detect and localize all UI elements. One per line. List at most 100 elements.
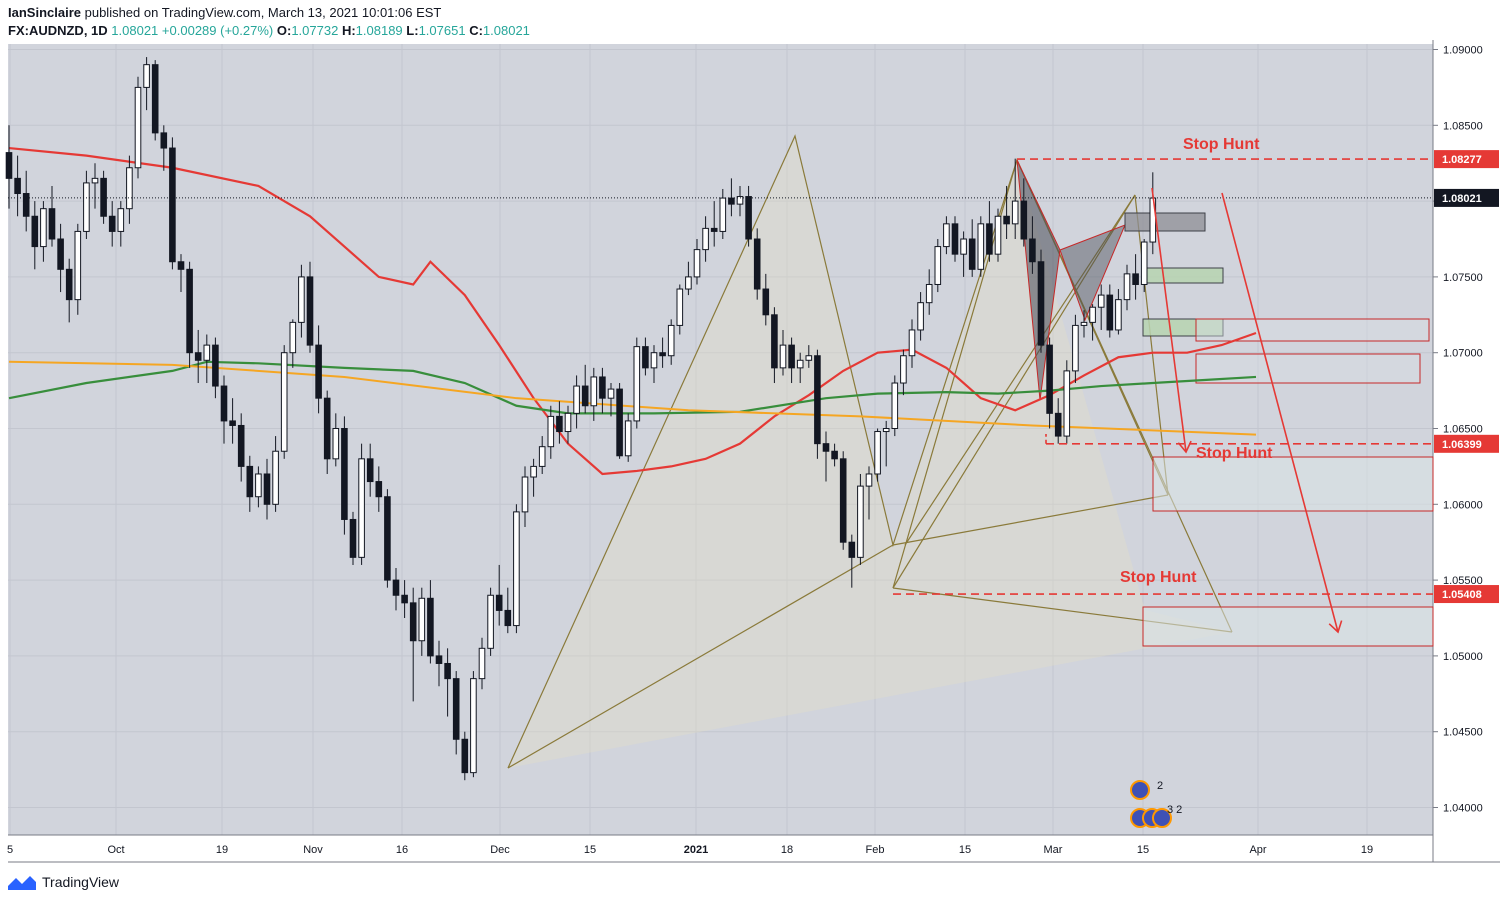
candle [599, 367, 606, 414]
event-flag-icon [1130, 780, 1150, 800]
x-tick-label: 16 [396, 844, 408, 856]
price-tag: 1.06399 [1434, 434, 1499, 453]
brand-name[interactable]: TradingView [42, 874, 120, 890]
candle-body [470, 678, 477, 774]
chart-header: IanSinclaire published on TradingView.co… [8, 4, 530, 40]
candle-body [1123, 273, 1131, 301]
candle-body [229, 420, 236, 426]
stop-hunt-label: Stop Hunt [1196, 445, 1273, 462]
candle-body [435, 655, 443, 664]
candle [478, 637, 486, 690]
candle [65, 258, 73, 323]
candle-body [805, 355, 813, 361]
candle-body [547, 415, 555, 448]
candle [229, 398, 236, 444]
candle [246, 455, 254, 512]
candle [375, 466, 383, 512]
candle-body [581, 385, 589, 407]
candle-body [986, 223, 993, 255]
event-count: 3 2 [1167, 804, 1182, 816]
price-tag: 1.08021 [1434, 188, 1499, 207]
y-tick-label: 1.07000 [1443, 348, 1483, 360]
candle [1080, 310, 1088, 338]
candle [908, 319, 916, 368]
candle-body [779, 344, 787, 369]
price-change: +0.00289 (+0.27%) [161, 23, 274, 38]
candle [151, 60, 159, 141]
pattern-base-line [507, 544, 894, 769]
candle-body [1046, 344, 1053, 414]
candle-body [1029, 238, 1036, 263]
candle-body [289, 321, 297, 354]
candle [315, 325, 322, 414]
candle-body [384, 496, 391, 581]
candle-body [616, 388, 623, 457]
candle [126, 155, 133, 224]
candle [1054, 398, 1062, 444]
candle [538, 436, 546, 474]
arrow-long-head [1328, 620, 1343, 634]
candle [805, 345, 813, 368]
candles [5, 57, 1157, 781]
candle-body [590, 376, 598, 407]
x-tick-label: 15 [1137, 844, 1149, 856]
candle [1063, 360, 1071, 444]
candle [160, 125, 168, 171]
candle [401, 580, 408, 618]
candle [349, 511, 357, 565]
candle-body [943, 223, 950, 248]
candle-body [753, 238, 761, 290]
pattern-line [892, 494, 1169, 546]
candle-body [186, 268, 193, 354]
candle-body [341, 428, 348, 520]
candle-body [1106, 294, 1114, 331]
candle [306, 261, 314, 353]
candle [745, 185, 752, 247]
tradingview-logo-icon[interactable] [8, 874, 36, 890]
y-tick-label: 1.04000 [1443, 803, 1483, 815]
candle-body [667, 324, 675, 357]
price-tag: 1.08277 [1434, 150, 1499, 169]
candle-body [685, 276, 692, 290]
candle-body [177, 261, 185, 270]
candle-body [409, 602, 417, 642]
author-name[interactable]: IanSinclaire [8, 5, 81, 20]
candle [487, 587, 494, 656]
candle-body [332, 428, 340, 460]
y-tick-label: 1.06500 [1443, 424, 1483, 436]
publish-line: IanSinclaire published on TradingView.co… [8, 4, 530, 22]
candle-body [642, 346, 649, 369]
candle [986, 201, 993, 262]
candle [1132, 254, 1139, 300]
candle-body [607, 388, 615, 399]
arrow-short-head [1177, 440, 1192, 454]
candle-body [298, 276, 305, 323]
candle [925, 269, 933, 315]
candle [5, 125, 13, 209]
candle-body [1140, 241, 1148, 285]
x-tick-label: Dec [490, 844, 510, 856]
candle [1072, 314, 1079, 384]
candle-body [882, 428, 890, 433]
zone-green [1142, 318, 1224, 337]
candle [272, 436, 279, 512]
zone-grey [1124, 212, 1206, 232]
candle-body [659, 352, 666, 357]
candle [710, 201, 718, 247]
candle [452, 671, 460, 755]
candle-body [74, 230, 82, 301]
open-value: 1.07732 [291, 23, 339, 38]
candle-body [702, 227, 709, 251]
candle-body [908, 329, 916, 357]
candle-body [891, 382, 899, 429]
candle-body [126, 167, 133, 210]
candle [642, 337, 649, 376]
candle-body [1054, 412, 1062, 437]
candle-body [1080, 321, 1088, 326]
candle-body [418, 597, 426, 642]
price-tag-box [1434, 434, 1499, 453]
symbol-label[interactable]: FX:AUDNZD, 1D [8, 23, 108, 38]
candle [607, 383, 615, 417]
zone-red-outline [1142, 606, 1434, 647]
